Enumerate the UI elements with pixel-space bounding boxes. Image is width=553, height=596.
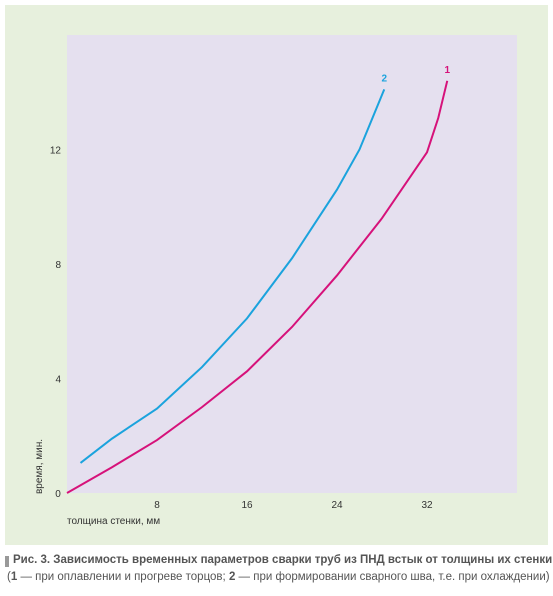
plot-area bbox=[67, 35, 517, 493]
x-tick-label: 24 bbox=[331, 500, 343, 511]
x-tick-label: 16 bbox=[241, 500, 253, 511]
y-tick-label: 8 bbox=[55, 260, 61, 271]
caption-note-part: 1 bbox=[10, 571, 18, 583]
y-tick-label: 12 bbox=[50, 146, 62, 157]
x-tick-label: 0 bbox=[55, 489, 61, 500]
series-label: 2 bbox=[381, 73, 387, 84]
line bbox=[79, 89, 386, 464]
chart: толщина стенки, мм время, мин. 0 8 16 24 32 4… bbox=[5, 5, 548, 545]
caption-title: Рис. 3. Зависимость временных параметров… bbox=[13, 554, 553, 566]
caption-note-part: 2 bbox=[228, 571, 236, 583]
y-tick-label: 4 bbox=[55, 375, 61, 386]
series-label: 1 bbox=[444, 65, 450, 76]
caption-note: (1 — при оплавлении и прогреве торцов; 2… bbox=[7, 571, 550, 583]
line bbox=[66, 80, 449, 494]
x-tick-label: 32 bbox=[421, 500, 433, 511]
x-tick-label: 8 bbox=[154, 500, 160, 511]
caption-note-part: — при формировании сварного шва, т.е. пр… bbox=[235, 571, 550, 583]
y-axis-label: время, мин. bbox=[34, 439, 45, 494]
x-axis-label: толщина стенки, мм bbox=[67, 516, 160, 527]
caption-marker bbox=[5, 556, 9, 567]
caption-note-part: ( bbox=[7, 571, 11, 583]
caption-note-part: — при оплавлении и прогреве торцов; bbox=[17, 571, 229, 583]
